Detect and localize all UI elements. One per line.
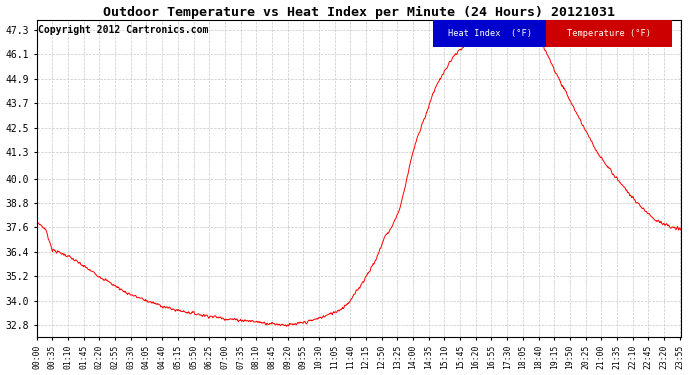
FancyBboxPatch shape <box>546 20 672 47</box>
Text: Temperature (°F): Temperature (°F) <box>567 28 651 38</box>
Title: Outdoor Temperature vs Heat Index per Minute (24 Hours) 20121031: Outdoor Temperature vs Heat Index per Mi… <box>103 6 615 19</box>
Text: Copyright 2012 Cartronics.com: Copyright 2012 Cartronics.com <box>38 25 208 34</box>
Text: Heat Index  (°F): Heat Index (°F) <box>448 28 531 38</box>
FancyBboxPatch shape <box>433 20 546 47</box>
